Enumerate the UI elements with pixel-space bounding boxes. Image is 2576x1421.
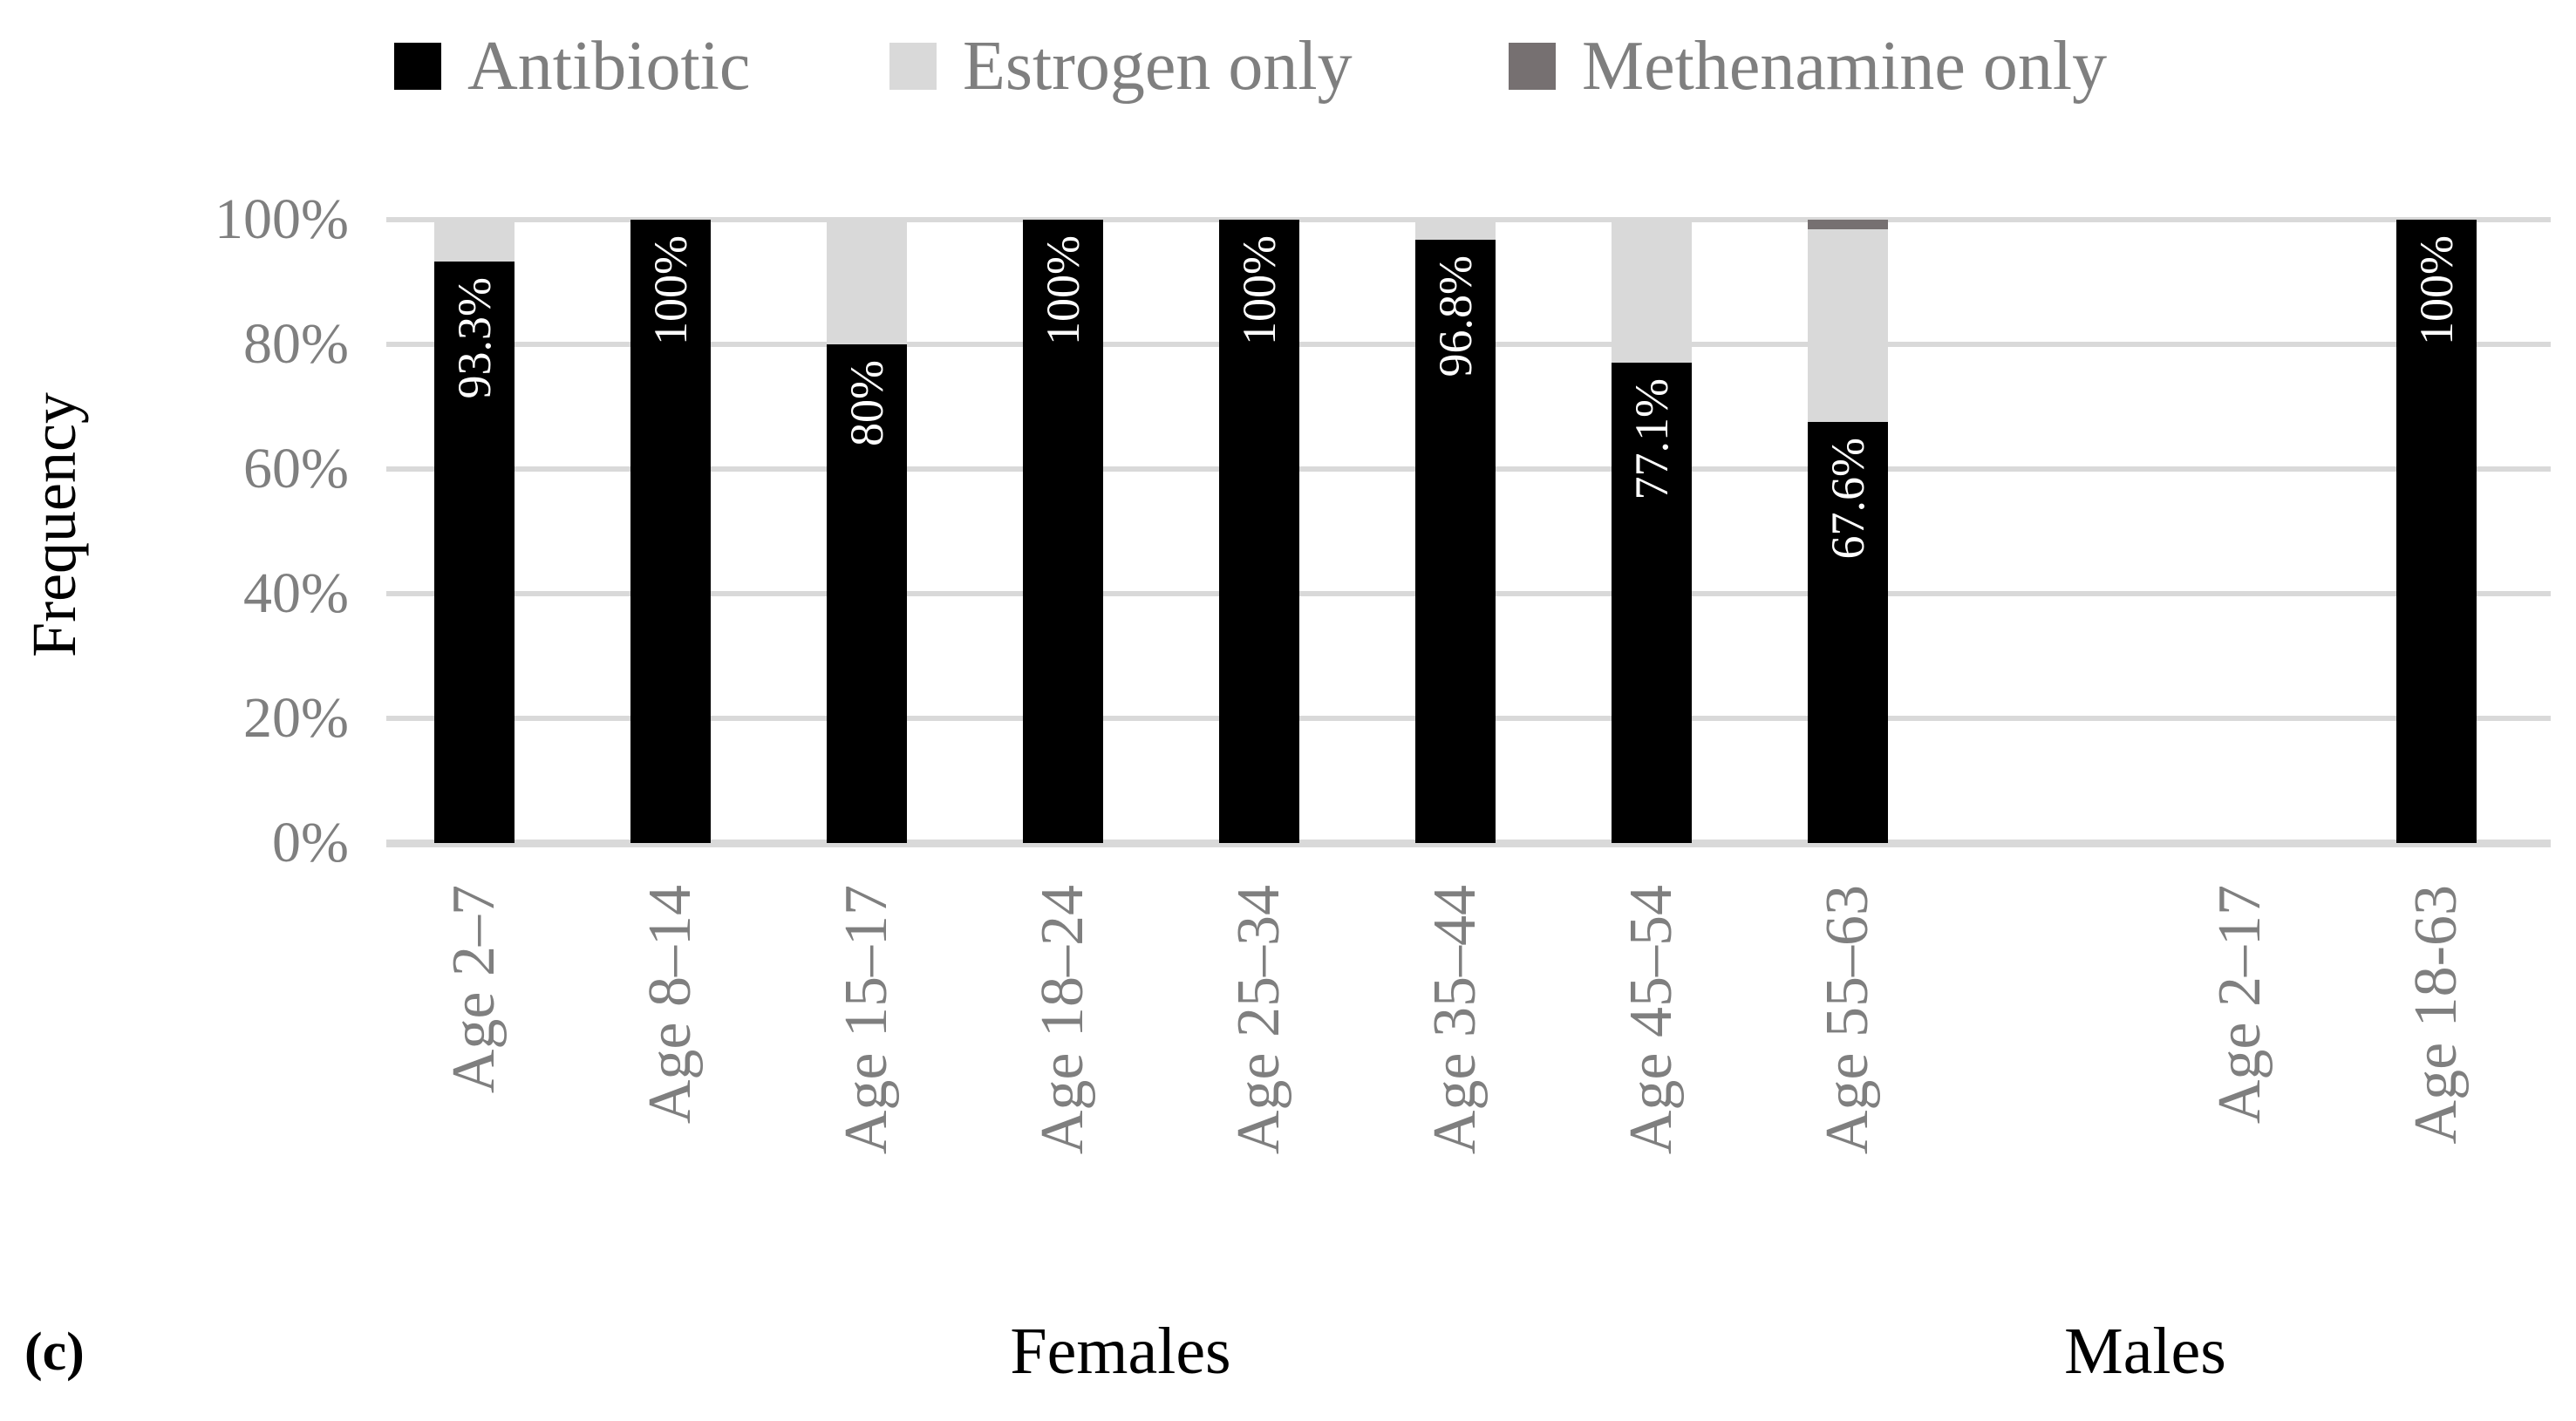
x-tick-label-age-45-54: Age 45–54 (1617, 885, 1685, 1155)
x-tick-label-age-25-34: Age 25–34 (1224, 885, 1292, 1155)
bar-segment-antibiotic-age-45-54 (1611, 362, 1692, 843)
legend-label: Estrogen only (963, 28, 1353, 105)
bar-segment-estrogen-only-age-55-63 (1807, 228, 1888, 422)
bar-segment-estrogen-only-age-35-44 (1414, 220, 1496, 240)
x-tick-label-age-2-7: Age 2–7 (440, 885, 508, 1094)
group-label-males: Males (2064, 1315, 2226, 1388)
bar-value-label-age-18-63: 100% (2409, 235, 2463, 345)
bar-value-label-age-45-54: 77.1% (1625, 377, 1678, 500)
x-tick-label-age-2-17: Age 2–17 (2205, 885, 2273, 1125)
legend-swatch-estrogen-only (889, 43, 937, 90)
legend-swatch-antibiotic (394, 43, 441, 90)
bar-value-label-age-2-7: 93.3% (447, 276, 501, 399)
y-axis-title: Frequency (19, 392, 89, 657)
y-tick-label-20: 20% (243, 686, 349, 750)
legend-item-antibiotic: Antibiotic (394, 30, 750, 103)
x-tick-label-age-18-24: Age 18–24 (1028, 885, 1096, 1155)
y-tick-label-100: 100% (215, 187, 349, 251)
x-tick-label-age-8-14: Age 8–14 (636, 885, 704, 1125)
bar-segment-antibiotic-age-18-63 (2395, 220, 2477, 843)
bar-segment-antibiotic-age-25-34 (1218, 220, 1299, 843)
legend-item-methenamine-only: Methenamine only (1509, 30, 2107, 103)
bar-segment-estrogen-only-age-15-17 (826, 220, 907, 344)
bar-value-label-age-15-17: 80% (840, 360, 893, 446)
figure-panel-label: (c) (24, 1322, 85, 1382)
gridline-0 (386, 839, 2551, 847)
bar-segment-antibiotic-age-2-7 (433, 261, 515, 843)
bar-segment-antibiotic-age-8-14 (630, 220, 711, 843)
bar-value-label-age-55-63: 67.6% (1821, 437, 1874, 560)
bar-segment-antibiotic-age-18-24 (1022, 220, 1103, 843)
bar-segment-antibiotic-age-15-17 (826, 344, 907, 843)
y-tick-label-0: 0% (272, 811, 349, 874)
bar-value-label-age-25-34: 100% (1232, 235, 1285, 345)
x-tick-label-age-18-63: Age 18-63 (2402, 885, 2470, 1145)
y-tick-label-40: 40% (243, 561, 349, 625)
y-tick-label-60: 60% (243, 437, 349, 500)
legend-label: Methenamine only (1582, 28, 2108, 105)
bar-value-label-age-35-44: 96.8% (1428, 255, 1482, 377)
x-tick-label-age-55-63: Age 55–63 (1813, 885, 1881, 1155)
legend-item-estrogen-only: Estrogen only (889, 30, 1353, 103)
bar-segment-antibiotic-age-55-63 (1807, 421, 1888, 843)
y-tick-label-80: 80% (243, 312, 349, 376)
bar-segment-methenamine-only-age-55-63 (1807, 220, 1888, 229)
x-tick-label-age-35-44: Age 35–44 (1421, 885, 1489, 1155)
legend-swatch-methenamine-only (1509, 43, 1556, 90)
bar-value-label-age-18-24: 100% (1036, 235, 1089, 345)
bar-segment-antibiotic-age-35-44 (1414, 239, 1496, 843)
x-tick-label-age-15-17: Age 15–17 (832, 885, 900, 1155)
bar-segment-estrogen-only-age-45-54 (1611, 220, 1692, 363)
bar-value-label-age-8-14: 100% (644, 235, 697, 345)
bar-segment-estrogen-only-age-2-7 (433, 220, 515, 262)
legend-label: Antibiotic (467, 28, 751, 105)
group-label-females: Females (1010, 1315, 1231, 1388)
